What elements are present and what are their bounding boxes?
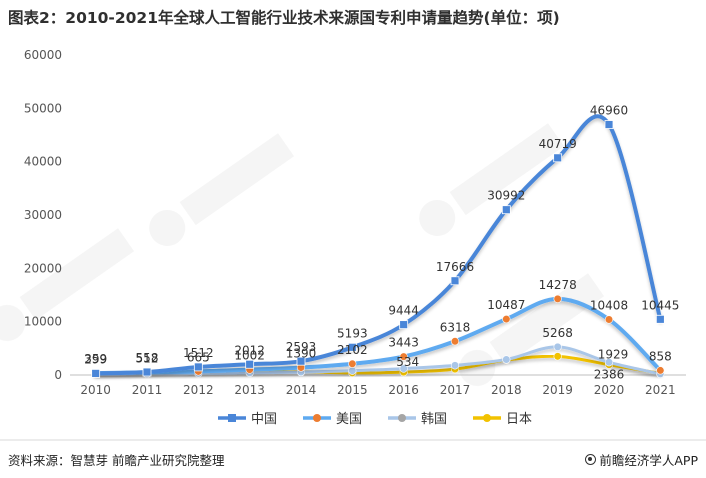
data-label: 10408 [590,298,628,312]
x-tick-label: 2016 [388,383,419,397]
data-label: 30992 [487,189,525,203]
data-label: 14278 [539,278,577,292]
legend-marker [228,414,236,422]
y-tick-label: 40000 [24,155,62,169]
data-label: 40719 [539,137,577,151]
x-tick-label: 2011 [132,383,163,397]
data-label: 1512 [183,346,214,360]
series-line-中国 [93,114,663,376]
y-axis: 0 10000 20000 30000 40000 50000 60000 [24,48,62,382]
data-point [399,320,409,330]
data-label: 2386 [594,367,625,381]
data-point [502,355,511,364]
data-label: 558 [136,351,159,365]
y-tick-label: 30000 [24,208,62,222]
data-label: 2102 [337,343,368,357]
x-tick-label: 2012 [183,383,214,397]
data-point [604,315,614,324]
x-tick-label: 2017 [440,383,471,397]
data-point [553,352,562,361]
legend-item-日本: 日本 [473,412,532,427]
x-tick-label: 2015 [337,383,368,397]
data-label: 359 [84,352,107,366]
legend-item-韩国: 韩国 [388,412,447,427]
data-label: 299 [84,352,107,366]
data-label-layer: 299 558 1512 2012 2593 5193 9444 17666 30992 4071… [84,104,679,382]
y-tick-label: 20000 [24,261,62,275]
y-tick-label: 60000 [24,48,62,62]
x-tick-label: 2018 [491,383,522,397]
data-label: 17666 [436,260,474,274]
data-point [604,358,614,367]
series-layer [91,114,665,379]
data-point [91,369,101,378]
data-point [399,364,408,373]
x-tick-label: 2020 [594,383,625,397]
legend-label: 日本 [506,412,532,427]
data-label: 46960 [590,104,628,118]
source-note: 资料来源：智慧芽 前瞻产业研究院整理 [8,453,225,468]
data-point [399,352,408,361]
data-label: 858 [649,349,672,363]
brand-name: 前瞻经济学人APP [599,453,698,468]
legend-label: 美国 [336,412,362,427]
brand-mark: 前瞻经济学人APP [585,450,698,469]
data-point [655,314,665,324]
y-tick-label: 0 [54,368,62,382]
y-tick-label: 10000 [24,315,62,329]
data-point [553,294,562,303]
data-point [604,120,614,129]
data-label: 1002 [234,349,265,363]
data-label: 6318 [440,320,471,334]
data-label: 2012 [234,343,265,357]
data-label: 10487 [487,298,525,312]
series-中国 [91,114,665,378]
data-label: 9444 [388,304,419,318]
legend-label: 韩国 [421,412,447,427]
x-tick-label: 2019 [542,383,573,397]
legend-marker [313,414,321,422]
x-tick-label: 2014 [286,383,317,397]
data-point [347,342,357,352]
data-label: 1929 [598,348,629,362]
data-label: 5193 [337,326,368,340]
data-point [450,276,460,286]
data-point [245,359,255,369]
legend-marker [483,414,491,422]
data-point [501,205,511,215]
x-tick-label: 2013 [234,383,265,397]
data-point [348,359,357,368]
data-label: 2593 [286,340,317,354]
watermark [0,123,605,386]
x-tick-label: 2021 [645,383,676,397]
legend-marker [398,414,406,422]
data-point [553,342,562,352]
data-point [348,366,357,375]
data-point [142,367,152,377]
data-label: 5268 [542,326,573,340]
legend-label: 中国 [251,412,277,427]
data-point [193,362,203,372]
data-point [450,361,460,370]
legend: 中国 美国 韩国 日本 [218,412,532,427]
data-point [502,314,511,324]
data-point [656,366,665,375]
data-label: 534 [396,355,419,369]
chart-title: 图表2：2010-2021年全球人工智能行业技术来源国专利申请量趋势(单位：项) [8,9,560,27]
data-label: 665 [187,350,210,364]
data-label: 512 [136,351,159,365]
y-tick-label: 50000 [24,101,62,115]
data-point [553,153,563,163]
data-point [450,337,460,346]
legend-item-中国: 中国 [218,412,277,427]
brand-logo-icon [585,454,597,465]
data-point [296,356,306,366]
data-label: 1390 [286,347,317,361]
data-label: 10445 [641,298,679,312]
data-label: 3443 [388,336,419,350]
legend-item-美国: 美国 [303,412,362,427]
x-tick-label: 2010 [80,383,111,397]
x-axis: 2010 2011 2012 2013 2014 2015 2016 2017 2018 2019… [70,374,686,397]
